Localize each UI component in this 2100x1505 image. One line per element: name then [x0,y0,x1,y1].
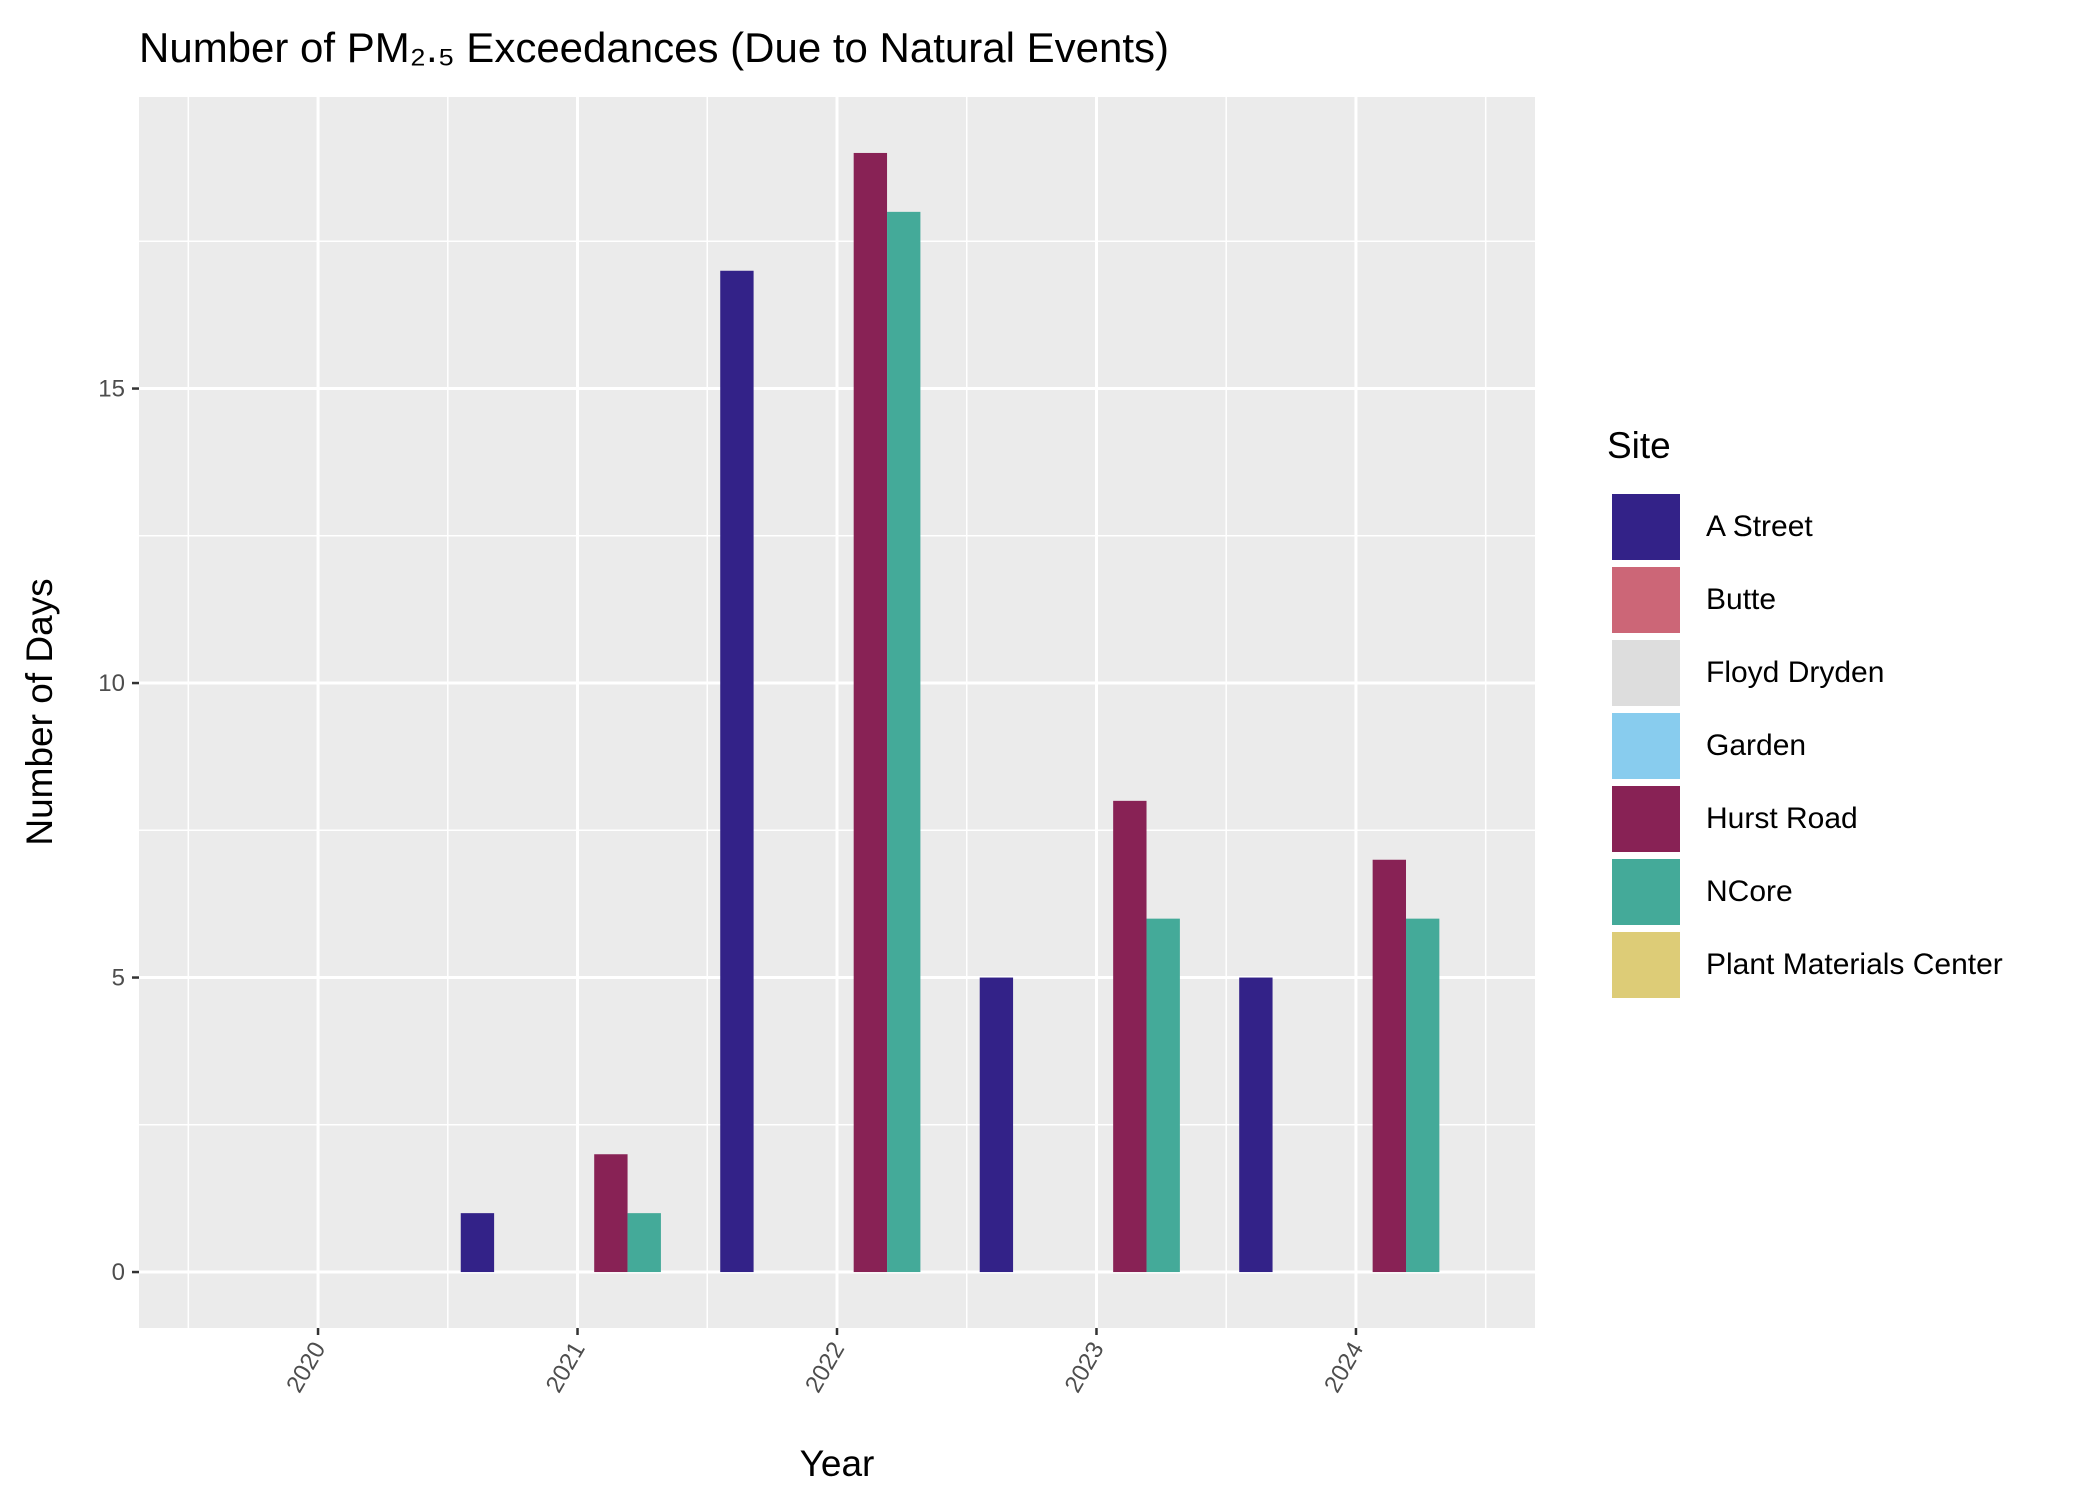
x-axis-title: Year [800,1443,875,1484]
y-tick-label: 10 [98,670,125,697]
y-tick-label: 15 [98,376,125,403]
legend-key [1610,857,1682,927]
legend-label: Floyd Dryden [1706,656,1884,689]
bar-hurst-road-2022 [853,152,888,1273]
bar-a-street-2024 [1239,977,1273,1273]
legend-label: A Street [1706,510,1813,543]
legend-key [1610,711,1682,781]
legend-title: Site [1607,425,1671,466]
x-tick-label: 2022 [800,1338,850,1398]
y-tick-label: 5 [112,965,125,992]
legend-key [1610,638,1682,708]
x-tick-label: 2024 [1319,1338,1369,1398]
legend-label: NCore [1706,875,1793,908]
bar-a-street-2023 [979,977,1014,1273]
y-axis-title: Number of Days [19,578,60,845]
bar-a-street-2022 [720,270,754,1273]
bar-ncore-2024 [1406,918,1440,1273]
legend-key [1610,784,1682,854]
bar-hurst-road-2024 [1372,859,1407,1273]
y-tick-label: 0 [112,1259,125,1286]
legend-label: Hurst Road [1706,802,1858,835]
bar-ncore-2021 [627,1213,661,1273]
legend: A Street Butte Floyd Dryden Garden Hurst Roa… [1610,492,2003,1000]
bar-a-street-2021 [460,1213,495,1273]
x-tick-label: 2021 [541,1338,591,1398]
bar-hurst-road-2021 [594,1154,628,1273]
legend-label: Garden [1706,729,1806,762]
legend-key [1610,930,1682,1000]
chart-title: Number of PM₂.₅ Exceedances (Due to Natu… [139,24,1169,71]
bar-hurst-road-2023 [1113,800,1147,1273]
legend-label: Butte [1706,583,1776,616]
x-tick-label: 2023 [1060,1338,1110,1398]
bar-ncore-2022 [887,211,921,1273]
legend-key [1610,492,1682,562]
legend-label: Plant Materials Center [1706,948,2003,981]
bar-ncore-2023 [1146,918,1180,1273]
legend-key [1610,565,1682,635]
x-tick-label: 2020 [281,1338,331,1398]
